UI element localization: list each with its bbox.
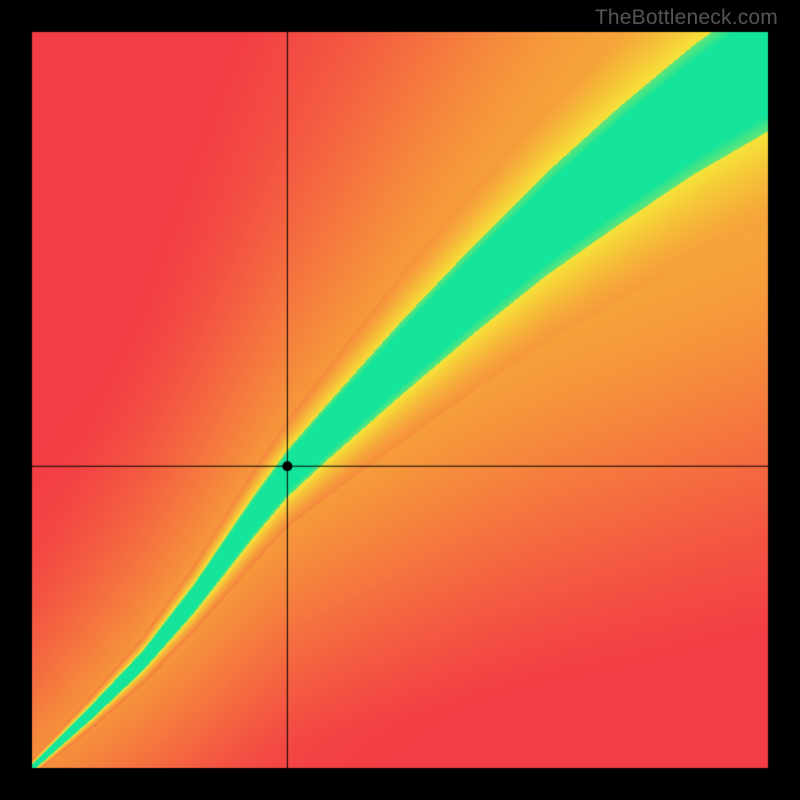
watermark-text: TheBottleneck.com [595, 6, 778, 30]
heatmap-canvas [0, 0, 800, 800]
chart-container: TheBottleneck.com [0, 0, 800, 800]
